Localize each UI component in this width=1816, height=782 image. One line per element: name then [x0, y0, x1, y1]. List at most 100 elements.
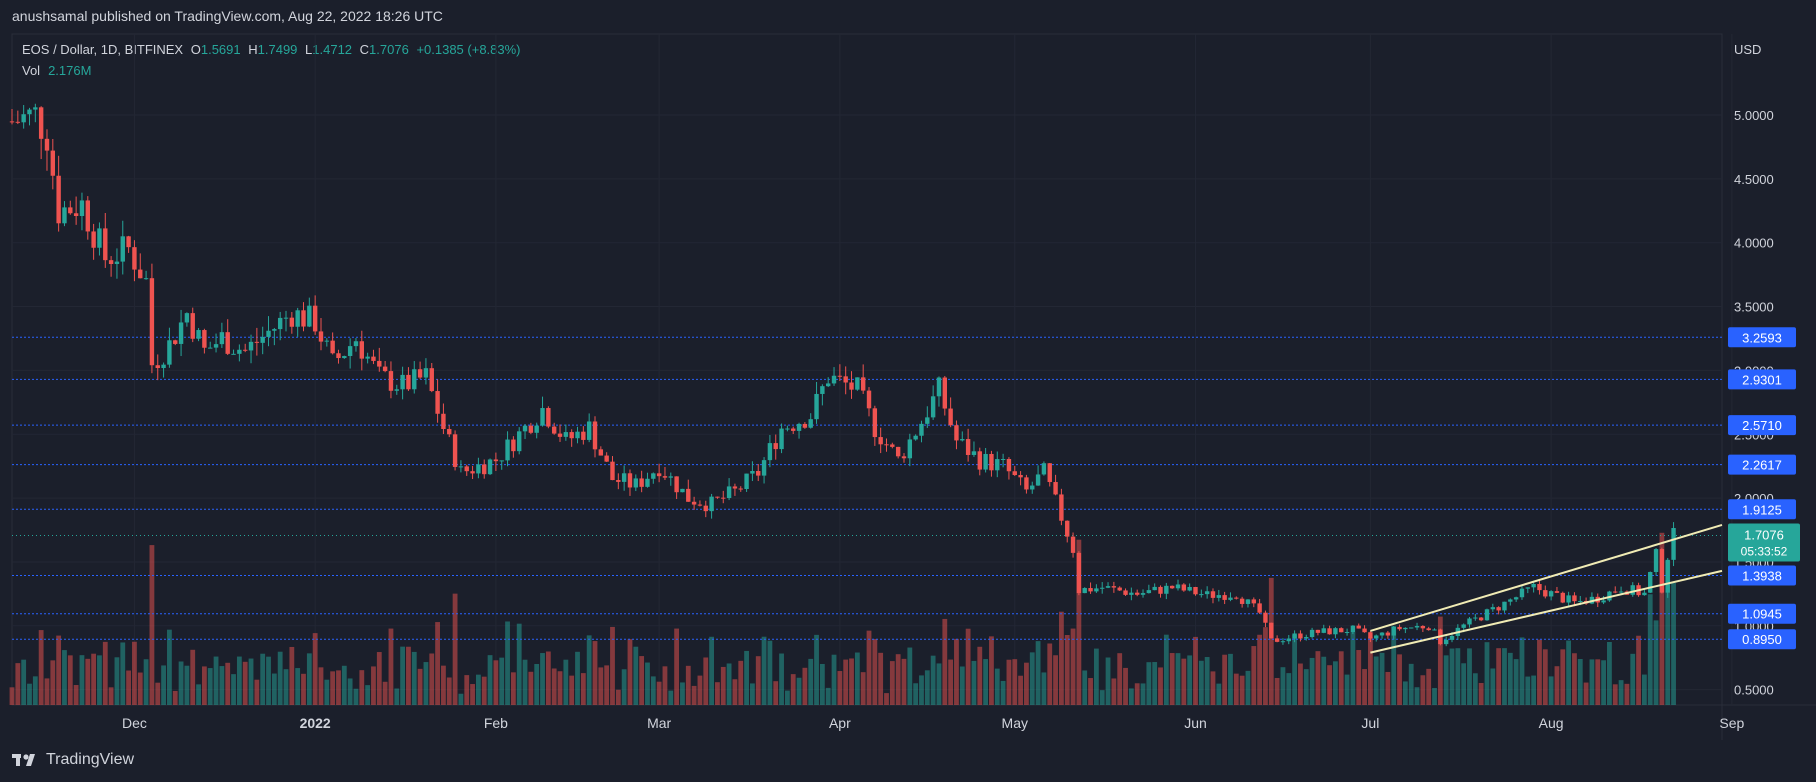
volume-bar [1111, 678, 1117, 705]
level-tag-label: 1.9125 [1742, 502, 1782, 517]
volume-bar [1525, 676, 1531, 705]
candle-body [1030, 485, 1035, 490]
volume-legend[interactable]: Vol 2.176M [22, 63, 91, 78]
candle-body [423, 368, 429, 378]
volume-bar [248, 658, 254, 705]
candle-body [1175, 584, 1181, 589]
close-label: C [359, 42, 370, 57]
candle-body [1164, 585, 1169, 594]
volume-bar [1158, 667, 1163, 705]
candle-body [645, 478, 650, 487]
price-tick-label: 0.5000 [1734, 683, 1774, 698]
candle-body [1245, 599, 1251, 604]
volume-bar [260, 653, 266, 705]
volume-bar [989, 636, 994, 705]
candle-body [1286, 638, 1291, 642]
candle-body [691, 501, 697, 505]
volume-bar [1397, 654, 1402, 705]
volume-bar [825, 687, 831, 705]
volume-bar [1105, 657, 1111, 705]
volume-bar [417, 668, 423, 705]
volume-bar [108, 687, 114, 705]
candle-body [1356, 625, 1361, 629]
candle-body [1414, 625, 1420, 628]
high-value: 1.7499 [257, 42, 298, 57]
volume-bar [254, 679, 260, 705]
candle-body [616, 480, 621, 482]
symbol-legend[interactable]: EOS / Dollar, 1D, BITFINEX O1.5691 H1.74… [22, 42, 525, 57]
candle-body [540, 408, 545, 426]
volume-bar [143, 659, 149, 705]
volume-bar [1426, 668, 1432, 705]
volume-bar [15, 663, 21, 705]
candle-body [604, 455, 609, 462]
volume-bar [936, 663, 942, 705]
candle-body [1653, 549, 1659, 573]
candle-body [1251, 599, 1256, 604]
candle-body [85, 200, 90, 232]
candle-body [470, 471, 475, 474]
candle-body [1012, 471, 1017, 476]
candle-body [132, 247, 137, 270]
candle-body [208, 347, 213, 349]
volume-bar [516, 623, 522, 705]
volume-bar [487, 655, 493, 705]
volume-bar [236, 656, 242, 705]
volume-bar [1303, 669, 1309, 705]
candle-body [149, 278, 155, 366]
volume-bar [406, 646, 411, 705]
volume-bar [178, 661, 184, 705]
candle-body [1648, 572, 1653, 593]
volume-bar [1338, 651, 1344, 705]
volume-bar [895, 654, 901, 705]
trendline [1370, 523, 1723, 632]
volume-bar [1041, 672, 1047, 705]
volume-bar [1420, 675, 1426, 705]
candle-body [971, 451, 977, 455]
volume-bar [1653, 620, 1659, 705]
volume-bar [476, 674, 481, 705]
volume-bar [1251, 646, 1257, 705]
volume-bar [796, 677, 802, 705]
candle-body [831, 375, 837, 384]
volume-bar [271, 673, 277, 705]
volume-bar [102, 641, 108, 705]
volume-bar [1187, 655, 1193, 705]
volume-bar [1204, 657, 1210, 705]
level-tag-label: 1.0945 [1742, 607, 1782, 622]
volume-bar [1402, 681, 1408, 705]
volume-bar [1315, 651, 1321, 705]
volume-bar [371, 666, 376, 705]
candle-body [33, 107, 38, 110]
candle-body [1659, 549, 1665, 593]
grid-lines [11, 33, 1816, 740]
volume-bar [1443, 655, 1449, 705]
volume-bar [959, 666, 965, 705]
tradingview-logo[interactable]: TradingView [12, 751, 134, 769]
tradingview-logo-icon [12, 754, 35, 766]
volume-bar [557, 671, 563, 705]
volume-bar [872, 638, 878, 705]
candle-body [178, 322, 184, 344]
volume-bar [44, 678, 50, 705]
candle-body [21, 114, 26, 123]
volume-bar [341, 665, 347, 705]
candle-body [942, 377, 947, 409]
candle-body [417, 369, 423, 378]
candle-body [820, 386, 825, 394]
volume-bar [1437, 616, 1443, 705]
volume-bar [32, 676, 38, 705]
volume-bar [91, 653, 97, 705]
volume-bar [1134, 683, 1140, 705]
volume-bar [948, 659, 954, 705]
candle-body [750, 470, 755, 474]
candle-body [68, 207, 73, 214]
candle-body [289, 317, 295, 327]
volume-bar [767, 640, 773, 705]
volume-bar [1467, 648, 1472, 705]
volume-bar [633, 646, 639, 705]
volume-bar [161, 665, 166, 705]
time-tick-label: Mar [647, 715, 671, 731]
volume-bar [650, 676, 656, 705]
